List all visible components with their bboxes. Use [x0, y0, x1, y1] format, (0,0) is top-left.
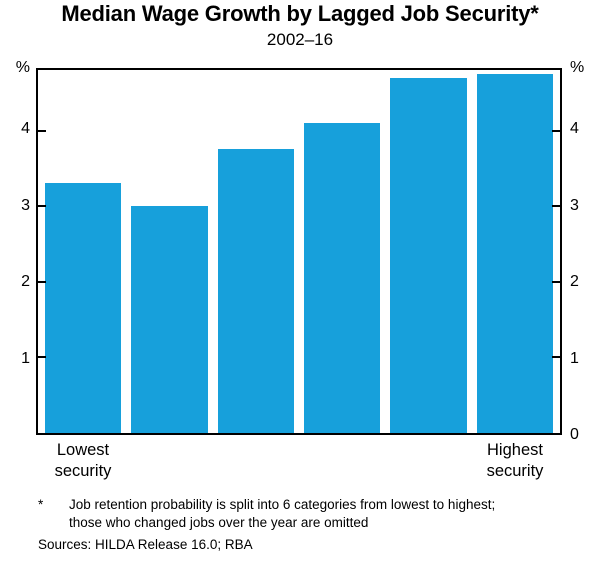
bar-category-6: [476, 73, 553, 433]
bar-category-2: [131, 206, 208, 433]
bars-container: [38, 70, 560, 433]
footnote-text: Job retention probability is split into …: [69, 496, 495, 531]
footnote-line: Job retention probability is split into …: [69, 497, 496, 512]
chart-title: Median Wage Growth by Lagged Job Securit…: [61, 1, 539, 26]
y-axis-unit-left: %: [15, 59, 30, 76]
x-axis-label-lowest-security: Lowest security: [28, 440, 138, 482]
y-tick-label: 3: [21, 196, 30, 214]
y-tick-mark: [552, 356, 560, 359]
plot-area: [36, 68, 562, 435]
sources-line: Sources: HILDA Release 16.0; RBA: [38, 537, 253, 552]
bar-category-5: [390, 77, 467, 433]
y-tick-label: 3: [570, 196, 579, 214]
bar-category-3: [217, 149, 294, 433]
y-axis-left: % 4 3 2 1: [0, 59, 30, 435]
y-tick-label: 2: [21, 273, 30, 291]
y-tick-mark: [552, 280, 560, 283]
y-tick-label: 4: [570, 120, 579, 138]
y-tick-label: 1: [21, 349, 30, 367]
bar-category-4: [303, 122, 381, 433]
x-axis-label-line: Lowest: [56, 441, 110, 459]
chart-subtitle: 2002–16: [266, 30, 334, 49]
y-tick-mark: [38, 280, 46, 283]
footnote-marker: *: [38, 497, 44, 512]
y-tick-mark: [38, 356, 46, 359]
y-axis-right: % 4 3 2 1 0: [570, 59, 600, 443]
y-axis-unit-right: %: [570, 59, 585, 76]
y-tick-mark: [38, 129, 46, 132]
y-tick-label: 4: [21, 120, 30, 138]
y-tick-mark: [552, 129, 560, 132]
y-tick-mark: [552, 205, 560, 208]
footnote: * Job retention probability is split int…: [38, 496, 584, 531]
footnote-line: those who changed jobs over the year are…: [69, 514, 369, 530]
y-tick-label: 2: [570, 273, 579, 291]
x-axis-label-highest-security: Highest security: [460, 440, 570, 482]
y-tick-label: 0: [570, 426, 579, 443]
y-tick-label: 1: [570, 349, 579, 367]
x-axis-label-line: security: [486, 462, 544, 480]
y-tick-mark: [38, 205, 46, 208]
bar-category-1: [45, 183, 122, 433]
x-axis-label-line: Highest: [487, 441, 543, 459]
x-axis-label-line: security: [54, 462, 112, 480]
